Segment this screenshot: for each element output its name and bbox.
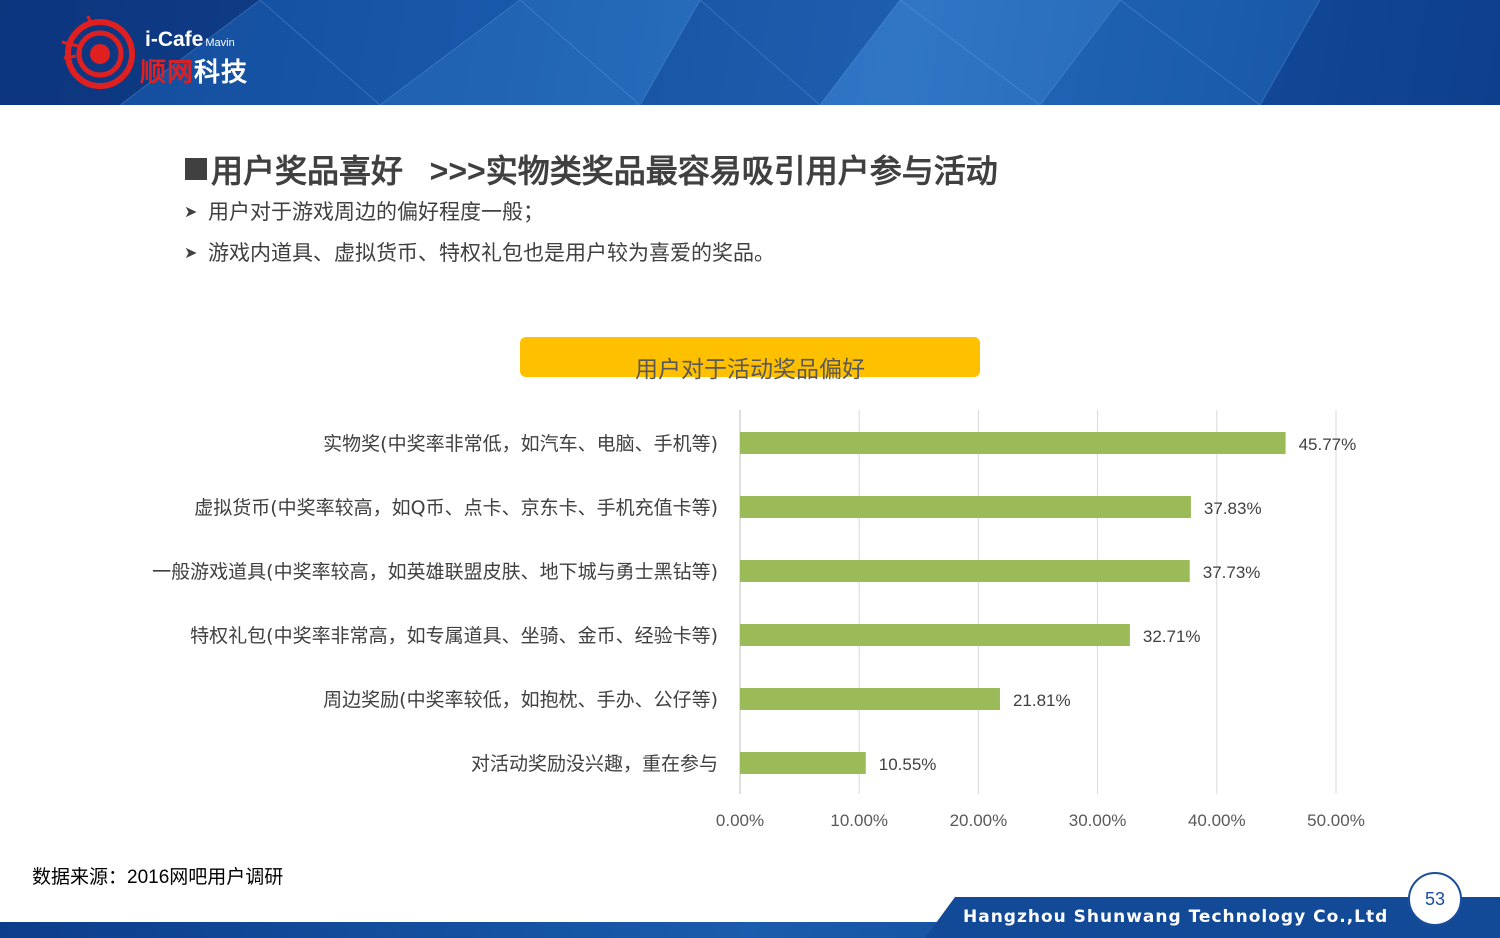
bullet-item: ➤ 用户对于游戏周边的偏好程度一般； <box>184 201 544 224</box>
x-tick-label: 0.00% <box>716 811 764 830</box>
logo-wordmark: i-Cafe Mavin <box>145 28 235 51</box>
logo-target-icon <box>61 15 135 89</box>
header-banner: i-Cafe Mavin 顺网科技 <box>0 0 1500 105</box>
x-tick-label: 20.00% <box>950 811 1008 830</box>
category-label: 实物奖(中奖率非常低，如汽车、电脑、手机等) <box>323 433 718 455</box>
category-label: 一般游戏道具(中奖率较高，如英雄联盟皮肤、地下城与勇士黑钻等) <box>152 561 718 583</box>
value-label: 37.83% <box>1204 499 1262 518</box>
data-source-note: 数据来源：2016网吧用户调研 <box>32 867 284 888</box>
category-label: 对活动奖励没兴趣，重在参与 <box>471 753 718 775</box>
square-bullet-icon <box>185 158 207 180</box>
bar <box>740 688 1000 710</box>
arrow-bullet-icon: ➤ <box>184 204 198 221</box>
value-label: 45.77% <box>1299 435 1357 454</box>
category-label: 特权礼包(中奖率非常高，如专属道具、坐骑、金币、经验卡等) <box>190 625 718 647</box>
value-label: 10.55% <box>879 755 937 774</box>
chart-title: 用户对于活动奖品偏好 <box>635 356 865 382</box>
company-logo: i-Cafe Mavin 顺网科技 <box>60 12 300 92</box>
bar <box>740 752 866 774</box>
value-label: 37.73% <box>1203 563 1261 582</box>
arrow-bullet-icon: ➤ <box>184 245 198 262</box>
x-tick-label: 10.00% <box>830 811 888 830</box>
bar <box>740 496 1191 518</box>
logo-chinese-name: 顺网科技 <box>140 58 249 88</box>
category-label: 虚拟货币(中奖率较高，如Q币、点卡、京东卡、手机充值卡等) <box>194 497 718 519</box>
category-label: 周边奖励(中奖率较低，如抱枕、手办、公仔等) <box>323 689 718 711</box>
x-tick-label: 40.00% <box>1188 811 1246 830</box>
section-title: 用户奖品喜好 >>>实物类奖品最容易吸引用户参与活动 <box>185 146 998 192</box>
bar <box>740 560 1190 582</box>
footer-plate <box>925 897 1500 938</box>
chart-title-banner <box>520 337 980 377</box>
header-facets <box>0 0 1500 105</box>
x-tick-label: 30.00% <box>1069 811 1127 830</box>
page-number: 53 <box>1408 872 1462 926</box>
value-label: 21.81% <box>1013 691 1071 710</box>
x-tick-label: 50.00% <box>1307 811 1365 830</box>
bullet-item: ➤ 游戏内道具、虚拟货币、特权礼包也是用户较为喜爱的奖品。 <box>184 242 775 265</box>
value-label: 32.71% <box>1143 627 1201 646</box>
bar <box>740 624 1130 646</box>
footer-company-name: Hangzhou Shunwang Technology Co.,Ltd <box>963 907 1389 927</box>
bar <box>740 432 1286 454</box>
